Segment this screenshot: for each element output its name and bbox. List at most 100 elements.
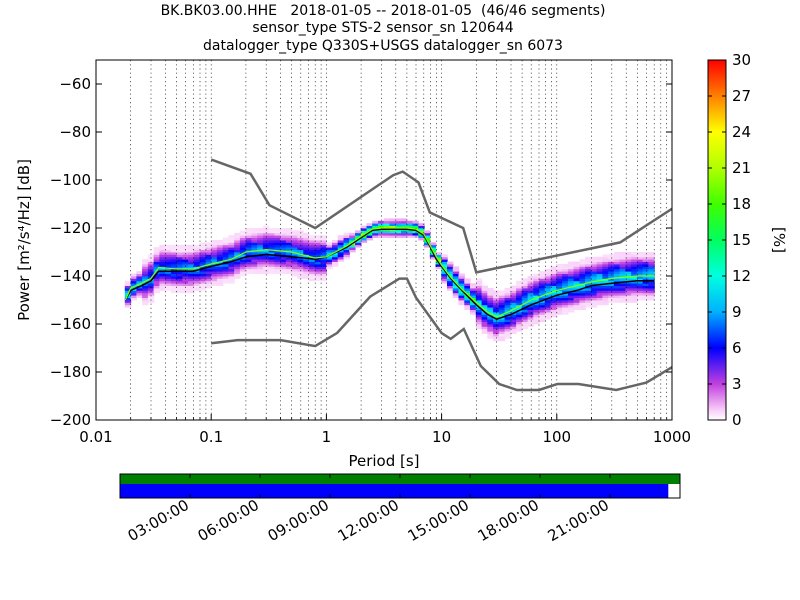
heatmap-cell [280,261,287,265]
heatmap-cell [602,261,609,265]
heatmap-cell [475,319,483,322]
heatmap-cell [625,278,632,282]
heatmap-cell [199,252,206,255]
heatmap-cell [516,328,523,332]
heatmap-cell [516,314,523,318]
heatmap-cell [262,249,270,253]
heatmap-cell [297,247,304,250]
heatmap-cell [291,254,299,258]
heatmap-cell [130,276,137,279]
heatmap-cell [562,288,569,291]
heatmap-cell [521,312,529,315]
heatmap-cell [228,261,235,265]
heatmap-cell [585,295,592,298]
heatmap-cell [383,230,391,234]
heatmap-cell [521,297,529,301]
heatmap-cell [447,266,454,270]
heatmap-cell [619,292,626,296]
heatmap-cell [567,278,575,282]
heatmap-cell [556,312,563,315]
heatmap-cell [556,268,563,272]
heatmap-cell [159,273,166,277]
heatmap-cell [556,309,563,313]
heatmap-cell [222,249,230,253]
heatmap-cell [613,273,621,277]
heatmap-cell [314,273,322,277]
heatmap-cell [389,220,396,224]
heatmap-cell [280,230,287,234]
heatmap-cell [124,302,132,306]
heatmap-cell [429,242,437,246]
heatmap-cell [360,228,368,231]
heatmap-cell [211,254,218,258]
heatmap-cell [274,230,281,234]
heatmap-cell [142,266,149,270]
heatmap-cell [544,314,552,318]
heatmap-cell [550,312,557,315]
heatmap-cell [251,235,258,238]
heatmap-cell [274,256,281,260]
heatmap-cell [590,271,598,274]
heatmap-cell [314,249,322,253]
heatmap-cell [159,244,166,248]
heatmap-cell [285,256,293,260]
heatmap-cell [504,295,511,298]
heatmap-cell [285,235,293,238]
heatmap-cell [642,288,649,291]
heatmap-cell [579,292,586,296]
heatmap-cell [182,266,189,270]
heatmap-cell [573,288,580,291]
coverage-tick-label: 21:00:00 [545,496,612,545]
heatmap-cell [418,235,425,238]
heatmap-cell [544,278,552,282]
heatmap-cell [211,280,218,284]
heatmap-cell [211,278,218,282]
heatmap-cell [625,252,632,255]
heatmap-cell [418,237,425,241]
heatmap-cell [337,254,345,258]
heatmap-cell [556,285,563,289]
heatmap-cell [475,314,483,318]
heatmap-cell [487,333,494,337]
heatmap-cell [268,240,276,243]
heatmap-cell [533,290,540,294]
heatmap-cell [642,271,649,274]
heatmap-cell [487,316,494,320]
heatmap-cell [527,276,534,279]
heatmap-cell [239,271,247,274]
heatmap-cell [297,259,304,262]
heatmap-cell [418,230,425,234]
heatmap-cell [199,259,206,262]
heatmap-cell [602,300,609,303]
heatmap-cell [274,266,281,270]
heatmap-cell [493,324,500,327]
heatmap-cell [193,259,201,262]
heatmap-cell [401,230,408,234]
heatmap-cell [504,290,511,294]
heatmap-cell [211,273,218,277]
heatmap-cell [533,314,540,318]
heatmap-cell [504,326,511,330]
heatmap-cell [533,302,540,306]
heatmap-cell [320,259,327,262]
heatmap-cell [636,266,644,270]
heatmap-cell [498,302,506,306]
heatmap-cell [452,271,460,274]
heatmap-cell [533,283,540,286]
heatmap-cell [613,297,621,301]
heatmap-cell [625,254,632,258]
heatmap-cell [176,288,183,291]
heatmap-cell [239,249,247,253]
heatmap-cell [481,304,488,308]
heatmap-cell [401,223,408,226]
heatmap-cell [567,273,575,277]
heatmap-cell [435,254,442,258]
heatmap-cell [527,283,534,286]
heatmap-cell [412,220,419,224]
heatmap-cell [590,288,598,291]
heatmap-cell [510,328,517,332]
heatmap-cell [314,266,322,270]
heatmap-cell [355,240,362,243]
heatmap-cell [153,280,160,284]
heatmap-cell [159,288,166,291]
